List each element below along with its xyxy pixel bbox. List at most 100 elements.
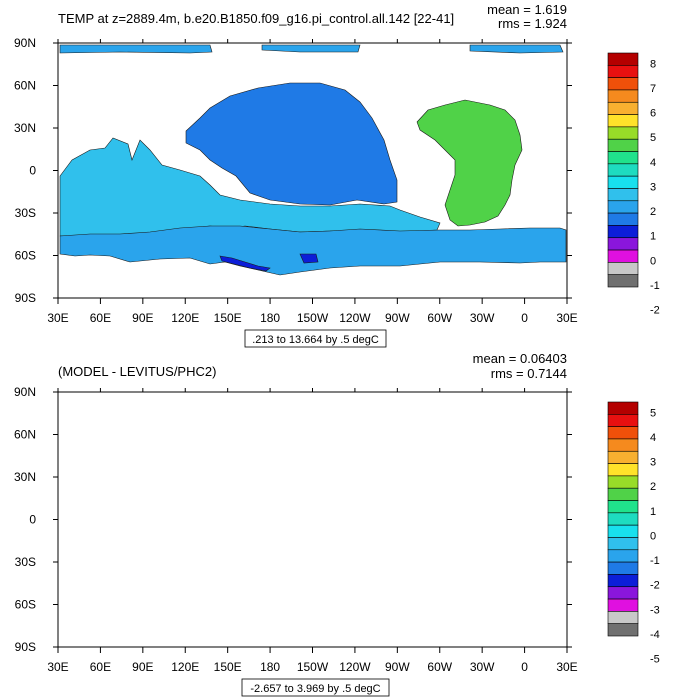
x-tick-label: 90E — [132, 311, 153, 325]
colorbar-label: 4 — [650, 432, 656, 444]
colorbar-swatch — [607, 138, 639, 152]
y-tick-label: 90S — [15, 291, 36, 305]
colorbar-label: -2 — [650, 580, 660, 592]
x-tick-label: 150W — [297, 660, 329, 674]
y-tick-label: 90S — [15, 640, 36, 654]
x-tick-label: 90W — [385, 311, 410, 325]
colorbar-swatch — [607, 537, 639, 551]
colorbar-swatch — [607, 586, 639, 600]
y-tick-label: 60N — [14, 428, 36, 442]
y-tick-label: 60S — [15, 249, 36, 263]
x-tick-label: 30E — [47, 311, 68, 325]
y-tick-label: 0 — [29, 513, 36, 527]
x-tick-label: 120W — [339, 311, 371, 325]
colorbar-label: 5 — [650, 407, 656, 419]
colorbar-swatch — [607, 475, 639, 489]
panel-temperature: TEMP at z=2889.4m, b.e20.B1850.f09_g16.p… — [14, 2, 660, 348]
panel-1-range-label: .213 to 13.664 by .5 degC — [252, 334, 379, 346]
colorbar-swatch — [607, 188, 639, 202]
colorbar-swatch — [607, 426, 639, 440]
x-tick-label: 0 — [521, 660, 528, 674]
colorbar-label: 0 — [650, 530, 656, 542]
colorbar-label: 0 — [650, 255, 656, 267]
colorbar-swatch — [607, 262, 639, 275]
panel-2-colorbar: 5 4 3 2 1 0 -1 -2 -3 -4 -5 — [607, 401, 660, 666]
y-tick-label: 30S — [15, 206, 36, 220]
x-tick-label: 30W — [470, 311, 495, 325]
colorbar-label: 5 — [650, 132, 656, 144]
x-tick-label: 180 — [260, 660, 280, 674]
colorbar-label: 6 — [650, 108, 656, 120]
colorbar-swatch — [607, 126, 639, 140]
colorbar-swatch — [607, 175, 639, 189]
colorbar-label: -5 — [650, 654, 660, 666]
colorbar-label: 1 — [650, 506, 656, 518]
colorbar-swatch — [607, 212, 639, 226]
colorbar-swatch — [607, 52, 639, 66]
colorbar-label: -2 — [650, 305, 660, 317]
colorbar-label: 3 — [650, 457, 656, 469]
panel-2-range-label: -2.657 to 3.969 by .5 degC — [250, 683, 380, 695]
colorbar-swatch — [607, 414, 639, 427]
colorbar-swatch — [607, 574, 639, 588]
colorbar-label: 2 — [650, 206, 656, 218]
region-southern-ocean — [59, 225, 567, 276]
colorbar-swatch — [607, 500, 639, 514]
panel-1-mean: mean = 1.619 — [487, 2, 567, 17]
colorbar-swatch — [607, 237, 639, 251]
y-tick-label: 60S — [15, 598, 36, 612]
x-tick-label: 30E — [556, 660, 577, 674]
panel-1-range-box — [244, 329, 387, 348]
panel-1-title: TEMP at z=2889.4m, b.e20.B1850.f09_g16.p… — [58, 11, 454, 26]
colorbar-swatch — [607, 274, 639, 288]
x-tick-label: 150E — [214, 660, 242, 674]
colorbar-swatch — [607, 65, 639, 78]
region-arctic — [59, 44, 564, 54]
x-tick-label: 180 — [260, 311, 280, 325]
panel-1-map — [59, 44, 567, 276]
colorbar-swatch — [607, 623, 639, 637]
x-tick-label: 60E — [90, 311, 111, 325]
panel-2-title: (MODEL - LEVITUS/PHC2) — [58, 364, 216, 379]
colorbar-swatch — [607, 438, 639, 452]
colorbar-swatch — [607, 114, 639, 128]
colorbar-label: -1 — [650, 280, 660, 292]
x-tick-label: 120E — [171, 660, 199, 674]
y-tick-label: 30N — [14, 121, 36, 135]
region-pacific-basin — [185, 82, 398, 206]
panel-2-mean: mean = 0.06403 — [473, 351, 567, 366]
panel-1-y-ticks: 90N 60N 30N 0 30S 60S 90S — [14, 36, 572, 305]
colorbar-label: 4 — [650, 157, 656, 169]
colorbar-swatch — [607, 89, 639, 103]
y-tick-label: 30N — [14, 470, 36, 484]
x-tick-label: 60W — [427, 311, 452, 325]
y-tick-label: 60N — [14, 79, 36, 93]
x-tick-label: 120W — [339, 660, 371, 674]
colorbar-swatch — [607, 561, 639, 575]
panel-2-x-ticks: 30E 60E 90E 120E 150E 180 150W 120W 90W 60W 30W 0 30… — [47, 388, 578, 674]
panel-2-rms: rms = 0.7144 — [491, 366, 567, 381]
x-tick-label: 30E — [47, 660, 68, 674]
x-tick-label: 30E — [556, 311, 577, 325]
colorbar-swatch — [607, 151, 639, 165]
colorbar-label: -1 — [650, 555, 660, 567]
panel-2-range-box — [241, 678, 390, 697]
x-tick-label: 0 — [521, 311, 528, 325]
colorbar-label: 2 — [650, 481, 656, 493]
colorbar-swatch — [607, 598, 639, 612]
colorbar-label: 7 — [650, 83, 656, 95]
region-antarctic-margin — [219, 253, 319, 272]
colorbar-swatch — [607, 463, 639, 477]
region-atlantic — [416, 99, 523, 227]
colorbar-swatch — [607, 487, 639, 501]
colorbar-label: 3 — [650, 181, 656, 193]
colorbar-swatch — [607, 101, 639, 115]
colorbar-swatch — [607, 524, 639, 538]
y-tick-label: 90N — [14, 36, 36, 50]
colorbar-label: 8 — [650, 58, 656, 70]
x-tick-label: 150E — [214, 311, 242, 325]
y-tick-label: 90N — [14, 385, 36, 399]
x-tick-label: 150W — [297, 311, 329, 325]
x-tick-label: 90E — [132, 660, 153, 674]
